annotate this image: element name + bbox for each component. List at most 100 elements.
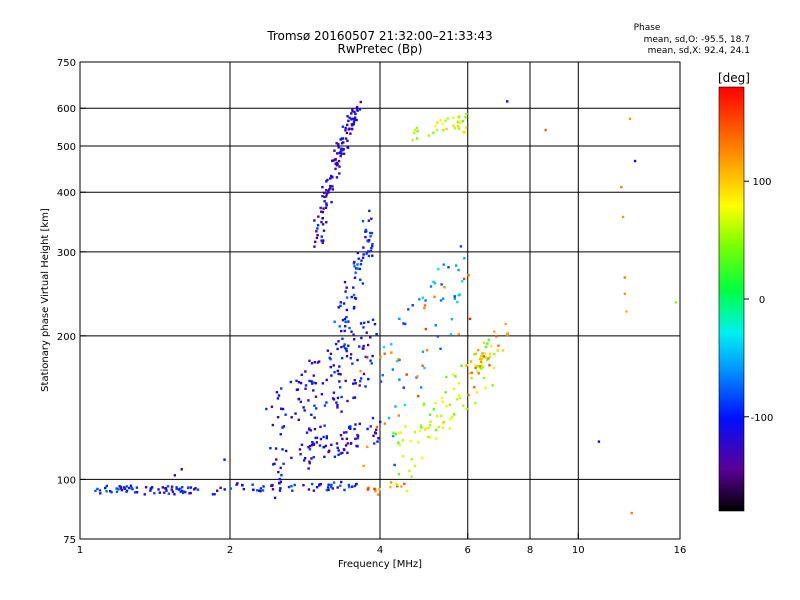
echo-point bbox=[315, 486, 319, 489]
echo-point bbox=[307, 445, 310, 449]
echo-point bbox=[133, 491, 137, 494]
echo-point bbox=[321, 382, 325, 385]
echo-point bbox=[371, 318, 375, 321]
echo-point bbox=[435, 128, 439, 132]
echo-point bbox=[378, 488, 381, 491]
echo-point bbox=[337, 340, 340, 343]
echo-point bbox=[123, 487, 127, 490]
echo-point bbox=[299, 453, 302, 456]
echo-point bbox=[470, 376, 473, 380]
echo-point bbox=[469, 360, 473, 363]
echo-point bbox=[173, 493, 176, 496]
echo-point bbox=[171, 490, 175, 493]
echo-point bbox=[479, 367, 483, 370]
echo-point bbox=[338, 365, 341, 368]
echo-point bbox=[262, 485, 265, 488]
echo-point bbox=[344, 126, 347, 130]
echo-point bbox=[492, 366, 496, 370]
echo-point bbox=[318, 484, 321, 487]
echo-point bbox=[482, 376, 486, 380]
echo-point bbox=[347, 344, 350, 347]
echo-point bbox=[395, 483, 399, 487]
echo-point bbox=[358, 108, 362, 111]
echo-point bbox=[343, 448, 346, 452]
echo-point bbox=[284, 413, 287, 416]
echo-point bbox=[341, 125, 345, 128]
echo-point bbox=[353, 118, 356, 121]
echo-point bbox=[363, 321, 366, 325]
echo-point bbox=[421, 364, 424, 368]
echo-point bbox=[404, 425, 407, 428]
echo-point bbox=[346, 442, 349, 445]
echo-point bbox=[457, 268, 460, 272]
echo-point bbox=[345, 131, 349, 135]
echo-point bbox=[344, 320, 347, 324]
echo-point bbox=[316, 227, 319, 230]
echo-point bbox=[277, 470, 280, 474]
echo-point bbox=[351, 362, 354, 365]
echo-point bbox=[119, 487, 123, 490]
echo-point bbox=[115, 490, 119, 494]
echo-point bbox=[326, 349, 330, 352]
echo-point bbox=[278, 489, 282, 492]
echo-point bbox=[474, 401, 477, 405]
echo-point bbox=[350, 127, 354, 131]
echo-point bbox=[235, 483, 238, 486]
echo-point bbox=[373, 431, 377, 434]
echo-point bbox=[242, 487, 246, 491]
echo-point bbox=[421, 296, 425, 299]
echo-point bbox=[297, 380, 301, 384]
echo-point bbox=[287, 485, 291, 489]
echo-point bbox=[359, 278, 362, 281]
echo-point bbox=[397, 358, 400, 361]
echo-point bbox=[219, 486, 222, 490]
echo-point bbox=[354, 437, 357, 441]
echo-point bbox=[457, 382, 461, 385]
echo-point bbox=[329, 365, 332, 369]
echo-points bbox=[94, 100, 678, 515]
echo-point bbox=[355, 444, 358, 448]
echo-point bbox=[460, 364, 463, 367]
echo-point bbox=[410, 457, 414, 461]
echo-point bbox=[325, 188, 328, 192]
echo-point bbox=[317, 215, 320, 218]
echo-point bbox=[487, 357, 490, 360]
echo-point bbox=[411, 304, 414, 307]
echo-point bbox=[251, 483, 254, 486]
echo-point bbox=[356, 251, 360, 255]
echo-point bbox=[340, 329, 343, 333]
echo-point bbox=[402, 386, 405, 389]
echo-point bbox=[291, 489, 294, 492]
echo-point bbox=[371, 254, 374, 257]
echo-point bbox=[410, 475, 413, 478]
echo-point bbox=[391, 368, 395, 371]
echo-point bbox=[343, 488, 346, 492]
echo-point bbox=[166, 485, 170, 488]
echo-point bbox=[312, 389, 315, 392]
echo-point bbox=[432, 131, 435, 134]
echo-point bbox=[440, 414, 443, 418]
echo-point bbox=[597, 440, 601, 443]
echo-point bbox=[344, 325, 347, 328]
echo-point bbox=[352, 396, 355, 400]
echo-point bbox=[309, 429, 312, 432]
echo-point bbox=[349, 132, 352, 135]
echo-point bbox=[320, 235, 323, 238]
echo-point bbox=[422, 402, 426, 406]
echo-point bbox=[370, 362, 373, 365]
echo-point bbox=[355, 118, 358, 122]
echo-point bbox=[307, 399, 310, 402]
echo-point bbox=[341, 148, 344, 152]
echo-point bbox=[398, 443, 401, 447]
echo-point bbox=[273, 496, 277, 500]
echo-point bbox=[273, 462, 276, 466]
echo-point bbox=[366, 343, 370, 347]
echo-point bbox=[165, 489, 168, 492]
echo-point bbox=[303, 456, 307, 460]
echo-point bbox=[362, 326, 365, 329]
echo-point bbox=[149, 489, 152, 492]
echo-point bbox=[413, 431, 417, 434]
echo-point bbox=[330, 174, 333, 178]
colorbar bbox=[718, 86, 745, 512]
